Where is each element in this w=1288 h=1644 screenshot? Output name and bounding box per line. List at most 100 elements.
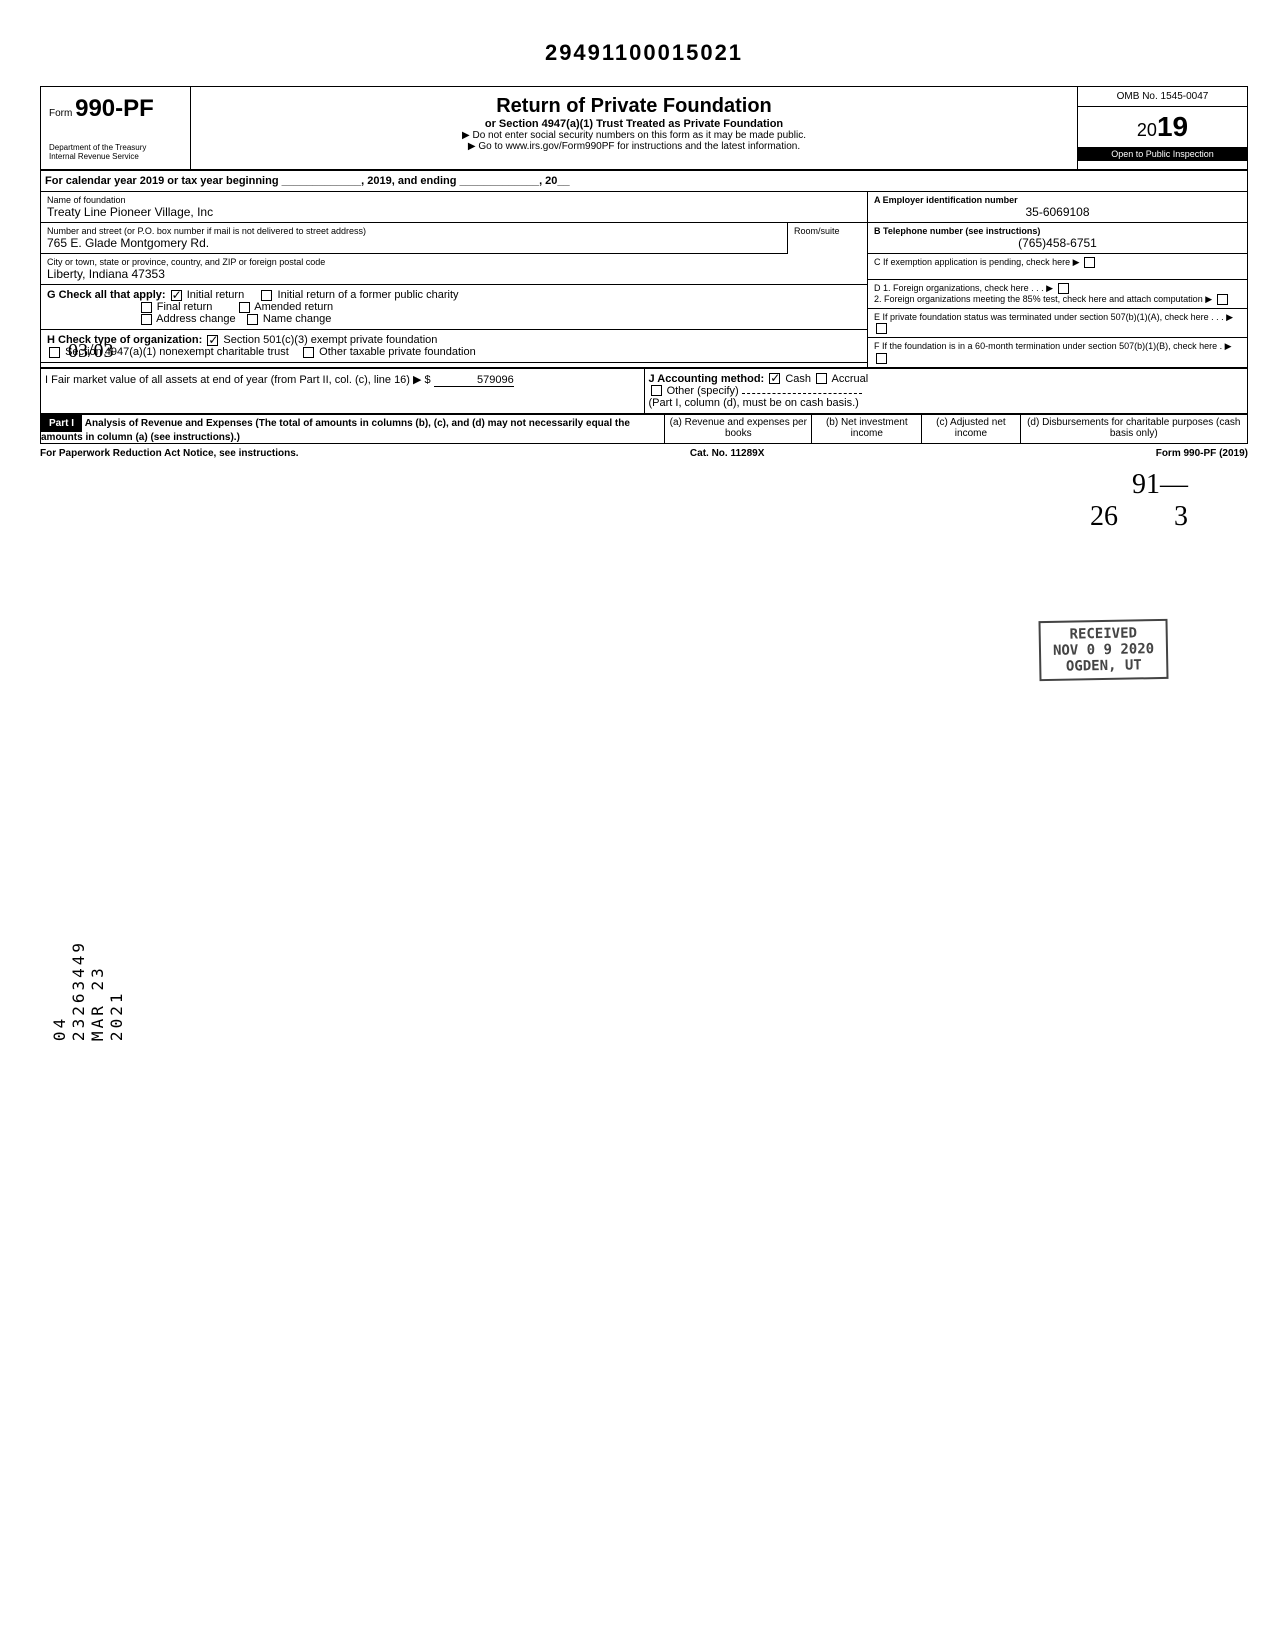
form-990pf: 990-PF	[75, 95, 154, 122]
header-barcode-number: 29491100015021	[40, 40, 1248, 66]
address-cell: Number and street (or P.O. box number if…	[41, 223, 787, 254]
other-specify-line	[742, 393, 862, 394]
form-subtitle: or Section 4947(a)(1) Trust Treated as P…	[199, 118, 1069, 130]
accrual-checkbox[interactable]	[816, 373, 827, 384]
room-label: Room/suite	[794, 226, 861, 236]
ogden-text: OGDEN, UT	[1053, 657, 1154, 675]
d1-checkbox[interactable]	[1058, 283, 1069, 294]
foundation-city: Liberty, Indiana 47353	[47, 267, 861, 281]
name-label: Name of foundation	[47, 195, 861, 205]
foundation-name: Treaty Line Pioneer Village, Inc	[47, 205, 861, 219]
f-cell: F If the foundation is in a 60-month ter…	[868, 338, 1247, 366]
tel-cell: B Telephone number (see instructions) (7…	[868, 223, 1247, 254]
addr-label: Number and street (or P.O. box number if…	[47, 226, 781, 236]
signature-scribble: 91— 26 3	[40, 469, 1248, 533]
addr-change-label: Address change	[156, 313, 236, 325]
room-cell: Room/suite	[787, 223, 867, 254]
dept-treasury: Department of the Treasury Internal Reve…	[49, 143, 182, 161]
form-title-box: Return of Private Foundation or Section …	[191, 87, 1077, 169]
col-c-header: (c) Adjusted net income	[922, 414, 1020, 443]
4947-checkbox[interactable]	[49, 347, 60, 358]
g-label: G Check all that apply:	[47, 289, 166, 301]
f-label: F If the foundation is in a 60-month ter…	[874, 341, 1232, 351]
d-cell: D 1. Foreign organizations, check here .…	[868, 280, 1247, 309]
c-label: C If exemption application is pending, c…	[874, 257, 1080, 267]
e-cell: E If private foundation status was termi…	[868, 309, 1247, 338]
cash-basis-note: (Part I, column (d), must be on cash bas…	[649, 397, 859, 409]
c-cell: C If exemption application is pending, c…	[868, 254, 1247, 280]
accounting-cell: J Accounting method: Cash Accrual Other …	[645, 369, 1248, 413]
501c3-label: Section 501(c)(3) exempt private foundat…	[223, 334, 437, 346]
initial-former-checkbox[interactable]	[261, 290, 272, 301]
tel-label: B Telephone number (see instructions)	[874, 226, 1241, 236]
info-grid: Name of foundation Treaty Line Pioneer V…	[40, 192, 1248, 368]
fmv-value: 579096	[434, 374, 514, 387]
footer-left: For Paperwork Reduction Act Notice, see …	[40, 448, 299, 459]
calendar-year-row: For calendar year 2019 or tax year begin…	[40, 171, 1248, 192]
received-stamp: RECEIVED NOV 0 9 2020 OGDEN, UT	[1038, 619, 1168, 681]
other-taxable-label: Other taxable private foundation	[319, 346, 476, 358]
c-checkbox[interactable]	[1084, 257, 1095, 268]
j-label: J Accounting method:	[649, 373, 765, 385]
handwritten-date: 03/03	[68, 340, 114, 363]
open-public-label: Open to Public Inspection	[1078, 147, 1247, 161]
part1-label: Part I	[41, 415, 82, 432]
form-number: Form 990-PF	[49, 95, 182, 123]
d2-checkbox[interactable]	[1217, 294, 1228, 305]
col-a-header: (a) Revenue and expenses per books	[665, 414, 812, 443]
addr-change-checkbox[interactable]	[141, 314, 152, 325]
g-check-row: G Check all that apply: Initial return I…	[41, 285, 867, 330]
name-change-checkbox[interactable]	[247, 314, 258, 325]
ein-label: A Employer identification number	[874, 195, 1241, 205]
d2-label: 2. Foreign organizations meeting the 85%…	[874, 294, 1212, 304]
omb-number: OMB No. 1545-0047	[1078, 87, 1247, 107]
col-d-header: (d) Disbursements for charitable purpose…	[1020, 414, 1247, 443]
info-right-col: A Employer identification number 35-6069…	[867, 192, 1247, 367]
form-title: Return of Private Foundation	[199, 95, 1069, 118]
col-b-header: (b) Net investment income	[812, 414, 922, 443]
part1-title: Analysis of Revenue and Expenses (The to…	[41, 418, 630, 443]
form-right-box: OMB No. 1545-0047 20201919 Open to Publi…	[1077, 87, 1247, 169]
form-note-url: ▶ Go to www.irs.gov/Form990PF for instru…	[199, 141, 1069, 152]
other-method-label: Other (specify)	[667, 385, 739, 397]
initial-return-label: Initial return	[187, 289, 244, 301]
city-label: City or town, state or province, country…	[47, 257, 861, 267]
d1-label: D 1. Foreign organizations, check here .…	[874, 283, 1053, 293]
form-number-box: Form 990-PF Department of the Treasury I…	[41, 87, 191, 169]
other-taxable-checkbox[interactable]	[303, 347, 314, 358]
fmv-cell: I Fair market value of all assets at end…	[41, 369, 645, 413]
foundation-name-cell: Name of foundation Treaty Line Pioneer V…	[41, 192, 867, 223]
501c3-checkbox[interactable]	[207, 335, 218, 346]
h-check-row: H Check type of organization: Section 50…	[41, 330, 867, 363]
form-header: Form 990-PF Department of the Treasury I…	[40, 86, 1248, 171]
final-return-label: Final return	[157, 301, 213, 313]
amended-label: Amended return	[254, 301, 333, 313]
initial-former-label: Initial return of a former public charit…	[278, 289, 459, 301]
tel-value: (765)458-6751	[874, 236, 1241, 250]
f-checkbox[interactable]	[876, 353, 887, 364]
final-return-checkbox[interactable]	[141, 302, 152, 313]
form-note-ssn: ▶ Do not enter social security numbers o…	[199, 130, 1069, 141]
received-date: NOV 0 9 2020	[1053, 641, 1154, 659]
i-j-row: I Fair market value of all assets at end…	[40, 368, 1248, 414]
e-checkbox[interactable]	[876, 323, 887, 334]
accrual-label: Accrual	[832, 373, 869, 385]
initial-return-checkbox[interactable]	[171, 290, 182, 301]
e-label: E If private foundation status was termi…	[874, 312, 1233, 322]
side-date-stamp: 04 23263449 MAR 23 2021	[50, 940, 126, 1041]
received-text: RECEIVED	[1052, 625, 1153, 643]
footer-center: Cat. No. 11289X	[690, 448, 764, 459]
i-label: I Fair market value of all assets at end…	[45, 374, 431, 386]
cash-checkbox[interactable]	[769, 373, 780, 384]
tax-year: 20201919	[1078, 107, 1247, 147]
cash-label: Cash	[785, 373, 811, 385]
other-method-checkbox[interactable]	[651, 385, 662, 396]
city-cell: City or town, state or province, country…	[41, 254, 867, 285]
form-prefix: Form	[49, 108, 75, 119]
amended-checkbox[interactable]	[239, 302, 250, 313]
footer-right: Form 990-PF (2019)	[1156, 448, 1248, 459]
foundation-addr: 765 E. Glade Montgomery Rd.	[47, 236, 781, 250]
part1-table: Part I Analysis of Revenue and Expenses …	[40, 414, 1248, 444]
ein-value: 35-6069108	[874, 205, 1241, 219]
name-change-label: Name change	[263, 313, 332, 325]
